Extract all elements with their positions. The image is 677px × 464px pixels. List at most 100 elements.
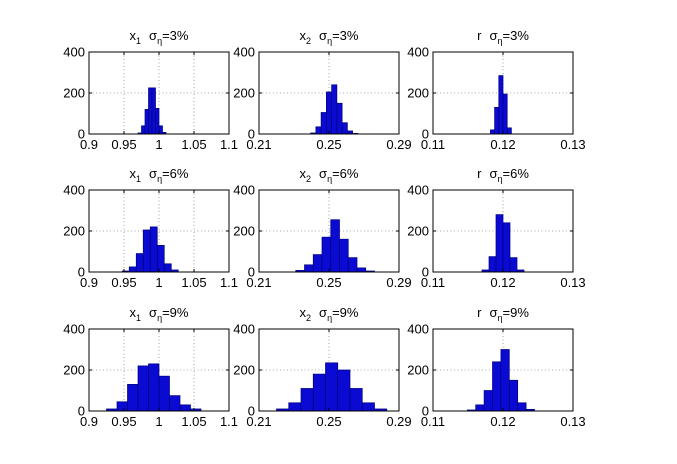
histogram-bar — [312, 254, 323, 273]
x-tick-label: 0.11 — [421, 275, 445, 290]
title-eta: η — [327, 313, 332, 323]
histogram-bar — [361, 402, 375, 412]
histogram-bar — [349, 388, 363, 412]
x-tick-label: 0.12 — [490, 137, 515, 152]
title-variable: x — [130, 28, 137, 43]
histogram-bar — [502, 222, 511, 273]
title-sigma: σ — [149, 28, 157, 43]
histogram-bar — [347, 257, 358, 273]
title-sigma: σ — [149, 166, 157, 181]
subplot-title: x1 ση=3% — [130, 28, 189, 46]
title-variable: x — [300, 166, 307, 181]
histogram-bar — [321, 236, 332, 273]
title-variable: r — [477, 305, 482, 320]
y-tick-label: 0 — [248, 404, 255, 419]
y-tick-label: 0 — [422, 265, 429, 280]
title-eta: η — [327, 36, 332, 46]
y-tick-label: 200 — [63, 224, 85, 239]
title-sigma: σ — [489, 166, 497, 181]
title-variable: x — [300, 305, 307, 320]
title-eta: η — [157, 313, 162, 323]
histogram-bar — [158, 375, 170, 412]
y-tick-label: 400 — [407, 183, 429, 198]
title-variable: x — [130, 305, 137, 320]
title-eta: η — [497, 313, 502, 323]
subplot-title: x1 ση=9% — [130, 305, 189, 323]
y-tick-label: 400 — [63, 322, 85, 337]
histogram-bar — [508, 379, 519, 412]
x-tick-label: 1.1 — [220, 414, 238, 429]
histogram-bar — [116, 401, 128, 412]
x-tick-label: 0.13 — [560, 137, 585, 152]
x-tick-label: 1 — [155, 137, 162, 152]
y-tick-label: 0 — [422, 127, 429, 142]
title-sigma: σ — [489, 28, 497, 43]
histogram-bar — [500, 349, 510, 412]
x-tick-label: 0.21 — [246, 137, 271, 152]
subplot-6: 0.11 0.12 0.13 0 200 400 r ση=6% — [407, 166, 585, 290]
histogram-bar — [336, 102, 343, 135]
histogram-bar — [506, 127, 512, 135]
histogram-bar — [155, 108, 160, 135]
subplot-9: 0.11 0.12 0.13 0 200 400 r ση=9% — [407, 305, 585, 429]
title-variable: r — [477, 166, 482, 181]
title-sigma: σ — [319, 166, 327, 181]
x-tick-label: 1.05 — [181, 414, 206, 429]
title-sigma: σ — [149, 305, 157, 320]
y-tick-label: 400 — [233, 322, 255, 337]
x-tick-label: 0.95 — [111, 137, 136, 152]
y-tick-label: 200 — [233, 363, 255, 378]
title-value: =6% — [162, 166, 189, 181]
histogram-bar — [135, 253, 144, 273]
y-tick-label: 200 — [407, 363, 429, 378]
subplot-panels: 0.9 0.95 1 1.05 1.1 0 200 400 x1 ση=3% 0.21 0.25 0.2… — [63, 28, 585, 429]
y-tick-label: 400 — [407, 45, 429, 60]
histogram-bar — [356, 267, 367, 273]
histogram-bar — [331, 84, 338, 135]
x-tick-label: 0.25 — [316, 275, 341, 290]
title-eta: η — [327, 174, 332, 184]
x-tick-label: 0.29 — [386, 414, 411, 429]
histogram-bar — [169, 395, 181, 412]
x-tick-label: 0.13 — [560, 275, 585, 290]
x-tick-label: 0.12 — [490, 275, 515, 290]
title-sigma: σ — [489, 305, 497, 320]
subplot-5: 0.21 0.25 0.29 0 200 400 x2 ση=6% — [233, 166, 411, 290]
title-variable: x — [300, 28, 307, 43]
x-tick-label: 1 — [155, 414, 162, 429]
y-tick-label: 200 — [233, 224, 255, 239]
title-value: =6% — [503, 166, 530, 181]
x-tick-label: 0.13 — [560, 414, 585, 429]
histogram-bar — [288, 402, 302, 412]
subplot-title: x2 ση=3% — [300, 28, 359, 46]
y-tick-label: 0 — [78, 127, 85, 142]
subplot-title: x1 ση=6% — [130, 166, 189, 184]
title-subscript: 1 — [136, 174, 141, 184]
title-sigma: σ — [319, 305, 327, 320]
y-tick-label: 400 — [233, 45, 255, 60]
x-tick-label: 0.9 — [80, 137, 98, 152]
histogram-bar — [330, 219, 340, 273]
histogram-bar — [156, 245, 165, 273]
histogram-bar — [148, 87, 153, 135]
x-tick-label: 0.95 — [111, 414, 136, 429]
subplot-title: x2 ση=9% — [300, 305, 359, 323]
title-eta: η — [497, 174, 502, 184]
y-tick-label: 400 — [63, 183, 85, 198]
y-tick-label: 200 — [63, 86, 85, 101]
histogram-bar — [326, 91, 332, 135]
histogram-bar — [144, 109, 149, 135]
x-tick-label: 0.29 — [386, 275, 411, 290]
title-subscript: 1 — [136, 313, 141, 323]
histogram-bar — [517, 402, 527, 412]
x-tick-label: 1.05 — [181, 137, 206, 152]
histogram-bar — [325, 362, 339, 412]
subplot-title: r ση=9% — [477, 305, 529, 323]
subplot-2: 0.21 0.25 0.29 0 200 400 x2 ση=3% — [233, 28, 411, 152]
histogram-bar — [142, 229, 151, 273]
title-value: =6% — [332, 166, 359, 181]
x-tick-label: 0.9 — [80, 414, 98, 429]
title-eta: η — [157, 36, 162, 46]
